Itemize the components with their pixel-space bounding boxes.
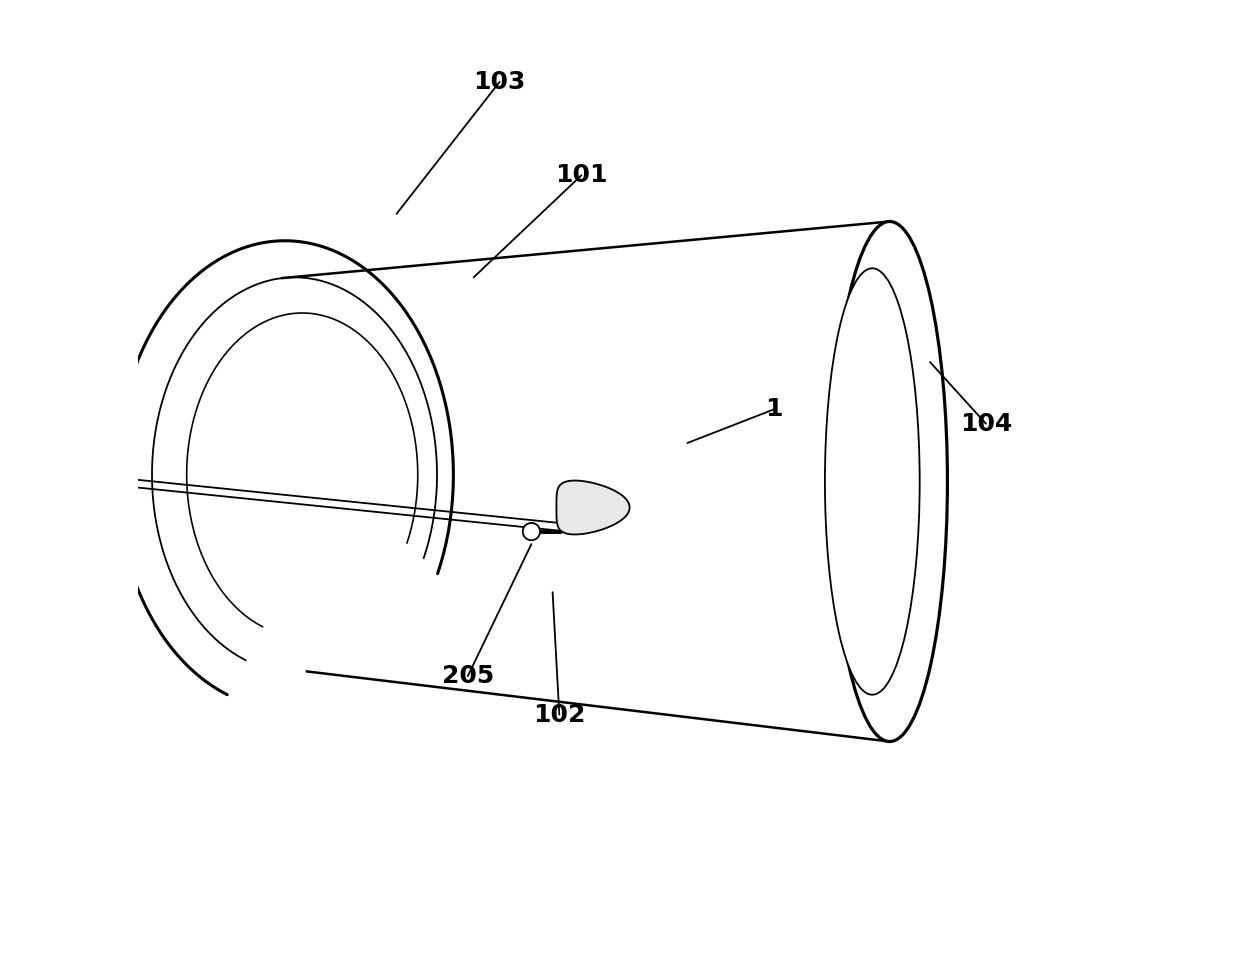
- Polygon shape: [557, 481, 630, 534]
- Polygon shape: [32, 454, 45, 507]
- Ellipse shape: [825, 269, 920, 694]
- Text: 102: 102: [533, 703, 585, 726]
- Text: 205: 205: [441, 664, 494, 688]
- Polygon shape: [42, 446, 52, 504]
- Text: 101: 101: [556, 164, 608, 187]
- Polygon shape: [42, 446, 122, 455]
- Text: 103: 103: [474, 70, 526, 93]
- Polygon shape: [42, 455, 112, 504]
- Text: 104: 104: [960, 412, 1012, 435]
- Text: 1: 1: [765, 398, 782, 421]
- Ellipse shape: [832, 221, 947, 742]
- Ellipse shape: [523, 523, 541, 540]
